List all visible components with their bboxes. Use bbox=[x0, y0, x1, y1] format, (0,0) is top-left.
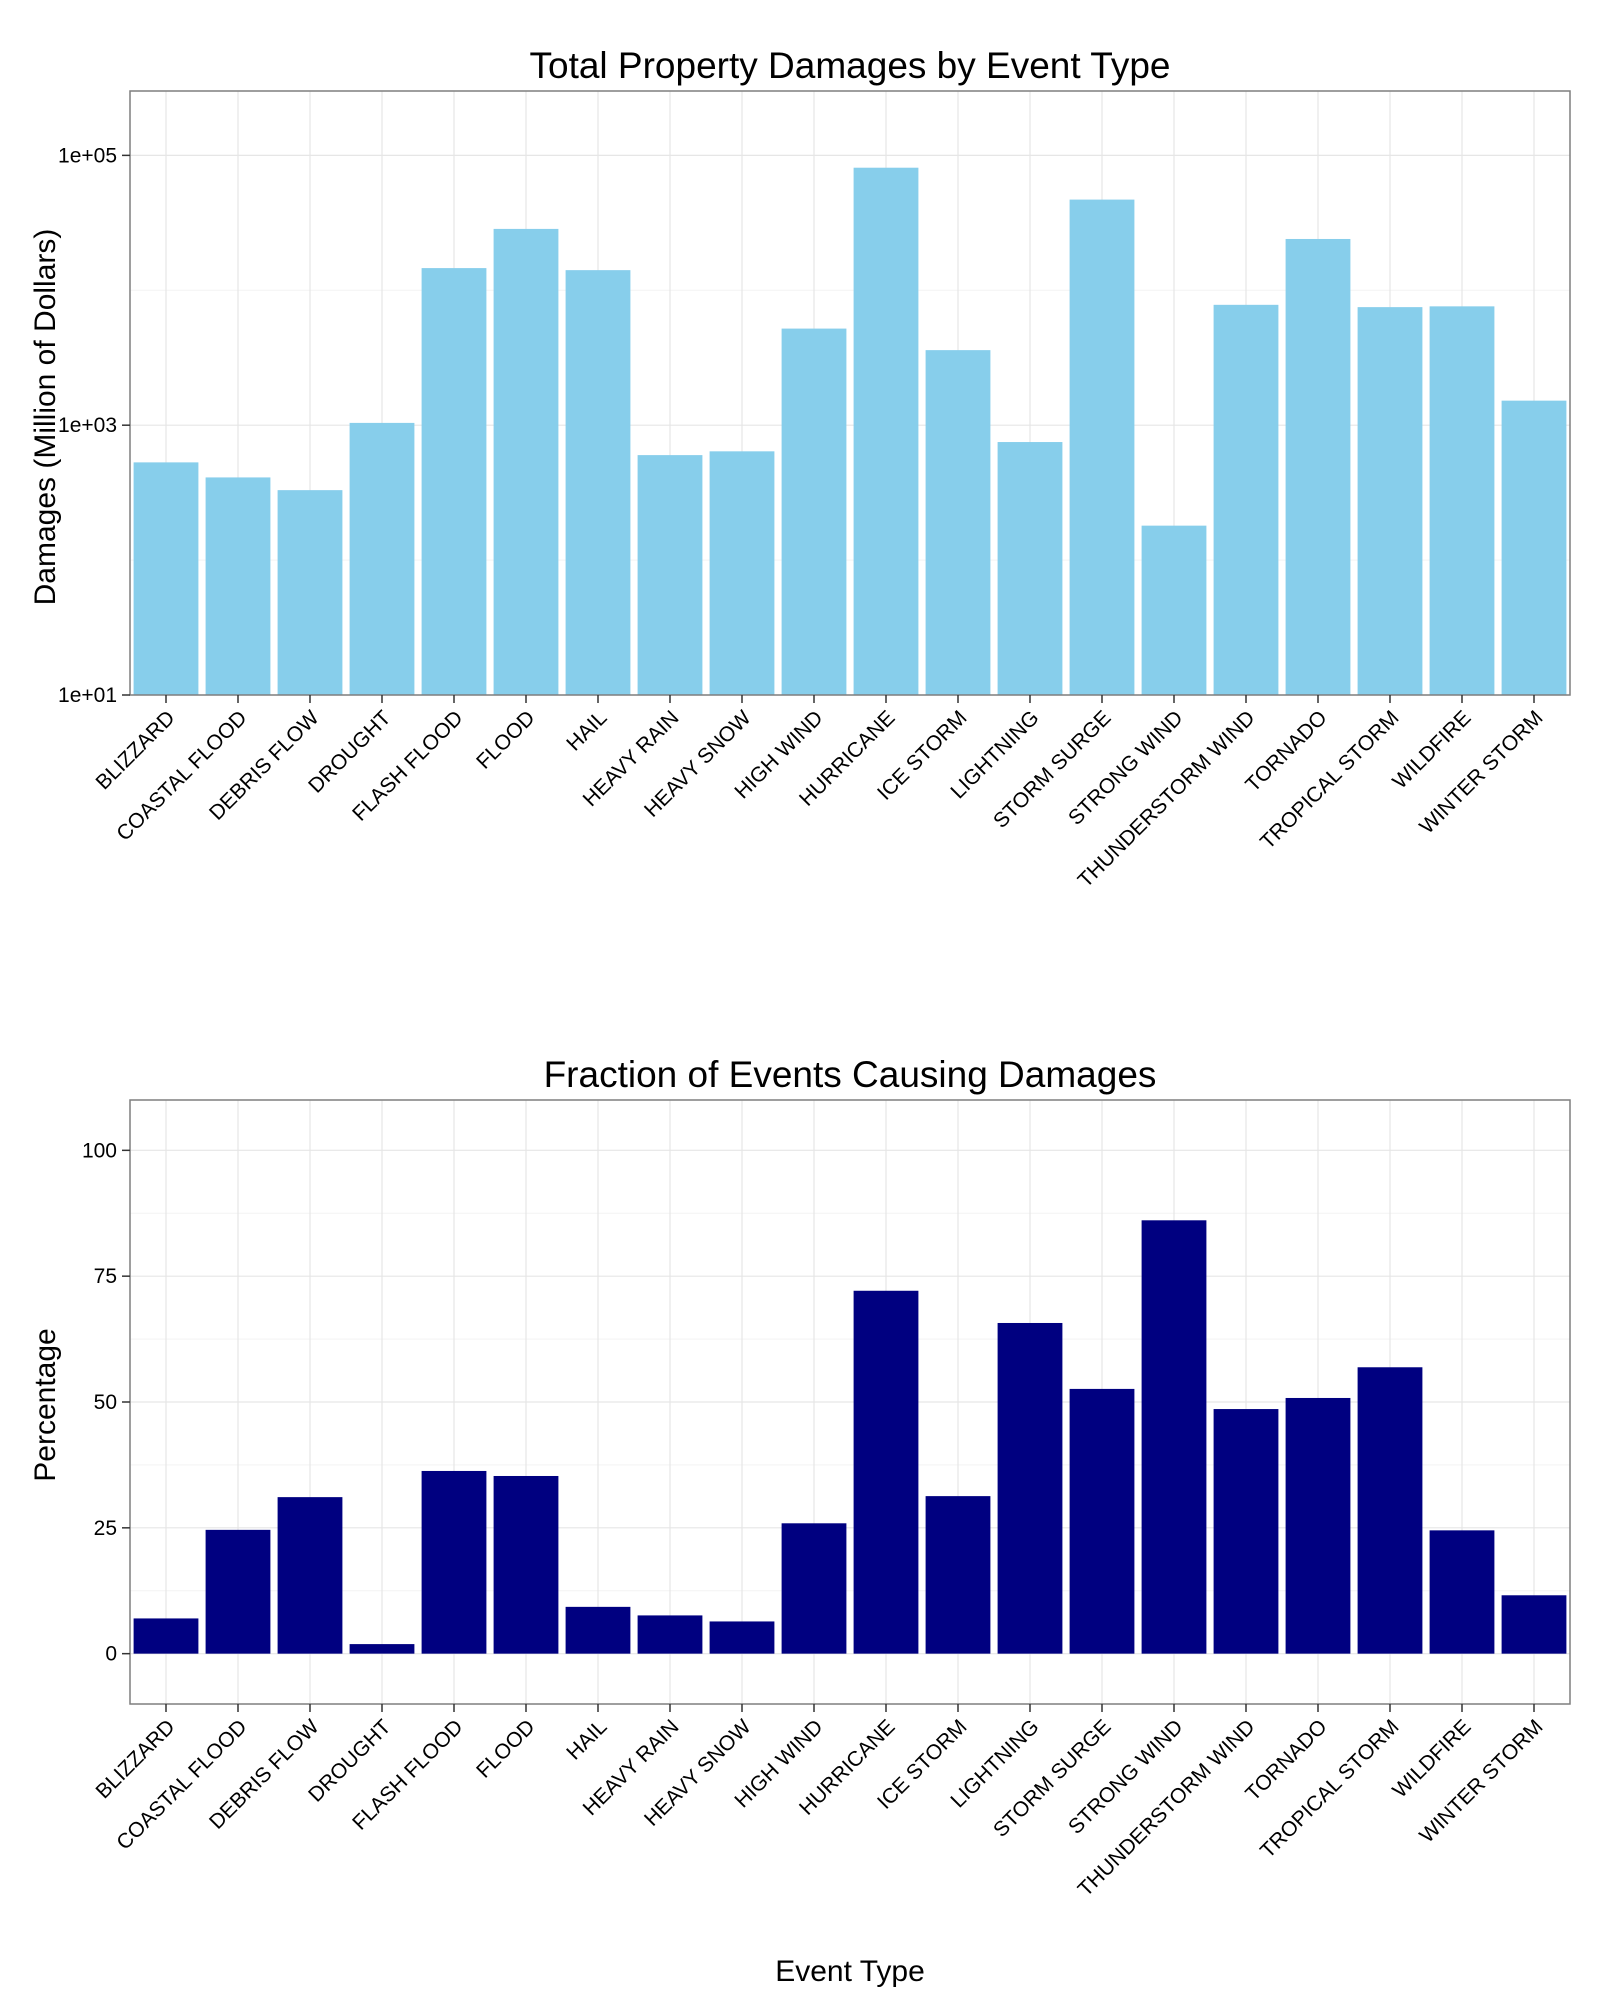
bar-high-wind bbox=[781, 1523, 847, 1654]
bar-coastal-flood bbox=[205, 477, 271, 695]
bar-blizzard bbox=[133, 1618, 199, 1654]
bar-heavy-snow bbox=[709, 451, 775, 695]
bar-coastal-flood bbox=[205, 1529, 271, 1654]
y-axis-title: Damages (Million of Dollars) bbox=[29, 229, 62, 606]
bar-flood bbox=[493, 228, 559, 695]
bar-tropical-storm bbox=[1357, 1367, 1423, 1654]
bar-tornado bbox=[1285, 238, 1351, 696]
bar-wildfire bbox=[1429, 306, 1495, 695]
y-axis-title: Percentage bbox=[29, 1328, 62, 1481]
bar-debris-flow bbox=[277, 490, 343, 695]
bar-tropical-storm bbox=[1357, 307, 1423, 695]
bar-hail bbox=[565, 270, 631, 695]
y-tick-label: 0 bbox=[105, 1643, 117, 1666]
bars bbox=[133, 1220, 1567, 1654]
gridlines bbox=[130, 1100, 1570, 1704]
bar-hurricane bbox=[853, 167, 919, 695]
y-tick-label: 1e+03 bbox=[58, 414, 117, 437]
x-tick-label-tropical-storm: TROPICAL STORM bbox=[1256, 1715, 1403, 1862]
y-tick-label: 50 bbox=[94, 1391, 117, 1414]
bar-thunderstorm-wind bbox=[1213, 304, 1279, 695]
bar-heavy-snow bbox=[709, 1621, 775, 1654]
y-tick-label: 100 bbox=[82, 1139, 117, 1162]
bar-flood bbox=[493, 1475, 559, 1654]
bar-flash-flood bbox=[421, 268, 487, 695]
y-tick-label: 1e+05 bbox=[58, 144, 117, 167]
bar-flash-flood bbox=[421, 1470, 487, 1654]
chart-title: Fraction of Events Causing Damages bbox=[544, 1054, 1157, 1095]
bar-storm-surge bbox=[1069, 1388, 1135, 1654]
y-axis: 1e+01 1e+03 1e+05 bbox=[58, 144, 130, 707]
bar-strong-wind bbox=[1141, 525, 1207, 695]
y-axis: 0 25 50 75 100 bbox=[82, 1139, 130, 1666]
bar-hurricane bbox=[853, 1290, 919, 1654]
x-tick-label-coastal-flood: COASTAL FLOOD bbox=[112, 706, 251, 845]
x-axis-title: Event Type bbox=[775, 1955, 925, 1988]
y-tick-label: 1e+01 bbox=[58, 684, 117, 707]
bar-winter-storm bbox=[1501, 400, 1567, 695]
bar-hail bbox=[565, 1606, 631, 1654]
x-tick-label-winter-storm: WINTER STORM bbox=[1415, 1715, 1547, 1847]
y-tick-label: 25 bbox=[94, 1517, 117, 1540]
bar-strong-wind bbox=[1141, 1220, 1207, 1654]
chart-title: Total Property Damages by Event Type bbox=[530, 45, 1171, 86]
x-tick-label-flood: FLOOD bbox=[472, 706, 539, 773]
bars bbox=[133, 167, 1567, 696]
x-tick-label-winter-storm: WINTER STORM bbox=[1415, 706, 1547, 838]
property-damages-chart: Total Property Damages by Event Type Dam… bbox=[29, 45, 1571, 892]
bar-ice-storm bbox=[925, 350, 991, 695]
bar-drought bbox=[349, 422, 415, 695]
bar-heavy-rain bbox=[637, 1615, 703, 1654]
bar-blizzard bbox=[133, 462, 199, 695]
bar-lightning bbox=[997, 442, 1063, 695]
bar-heavy-rain bbox=[637, 455, 703, 695]
bar-ice-storm bbox=[925, 1496, 991, 1654]
x-tick-label-hail: HAIL bbox=[562, 1715, 611, 1764]
bar-wildfire bbox=[1429, 1530, 1495, 1654]
bar-lightning bbox=[997, 1322, 1063, 1654]
x-tick-label-flood: FLOOD bbox=[472, 1715, 539, 1782]
x-tick-label-tropical-storm: TROPICAL STORM bbox=[1256, 706, 1403, 853]
bar-high-wind bbox=[781, 328, 847, 695]
bar-debris-flow bbox=[277, 1497, 343, 1654]
plot-area-border bbox=[129, 90, 1571, 696]
bar-thunderstorm-wind bbox=[1213, 1409, 1279, 1654]
bar-tornado bbox=[1285, 1397, 1351, 1654]
plot-area-background bbox=[130, 91, 1570, 695]
x-tick-label-coastal-flood: COASTAL FLOOD bbox=[112, 1715, 251, 1854]
x-tick-label-hail: HAIL bbox=[562, 706, 611, 755]
damage-fraction-chart: Fraction of Events Causing Damages Perce… bbox=[29, 1054, 1571, 1988]
bar-storm-surge bbox=[1069, 199, 1135, 695]
bar-winter-storm bbox=[1501, 1595, 1567, 1654]
bar-drought bbox=[349, 1644, 415, 1654]
y-tick-label: 75 bbox=[94, 1265, 117, 1288]
